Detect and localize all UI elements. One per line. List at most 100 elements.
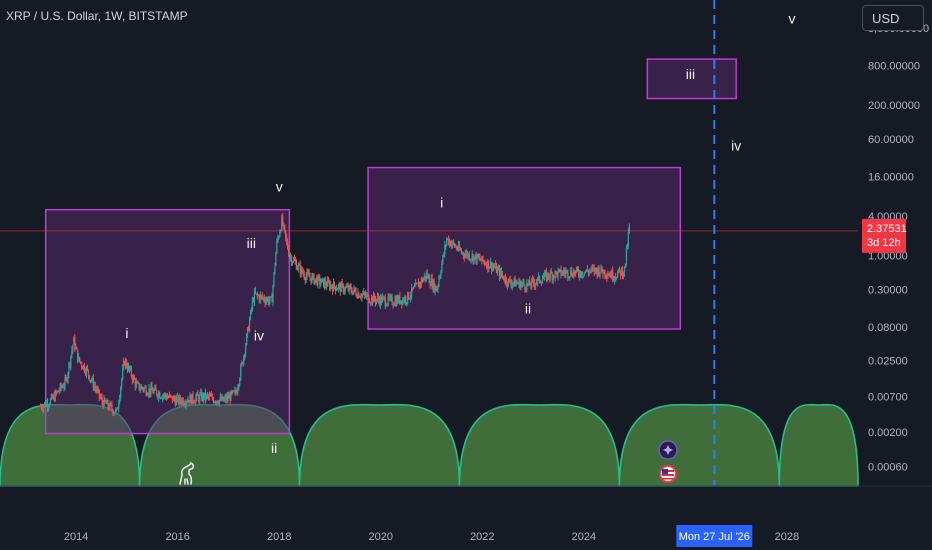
candle-body [448,238,450,245]
candle-body [446,238,448,246]
wave-box [646,58,737,100]
candle-body [202,393,204,401]
candle-body [279,232,281,237]
candle-body [118,402,120,409]
candle-body [83,365,86,372]
candle-body [92,378,94,389]
candle-body [379,296,381,305]
cycle-arc [618,403,781,487]
candle-body [106,400,108,404]
price-tick-label: 800.00000 [868,60,920,72]
candle-body [556,272,558,277]
candle-body [414,283,417,287]
candle-body [131,376,133,381]
us-flag-icon[interactable] [659,465,677,483]
candle-body [325,280,327,286]
candle-body [583,272,586,276]
candle-body [398,295,400,303]
candle-body [506,283,508,286]
candle-body [244,354,246,357]
candle-body [163,395,165,397]
candle-body [450,241,452,247]
candle-body [453,243,456,247]
candle-body [553,275,555,278]
candle-body [329,284,332,289]
candle-body [439,275,441,279]
candle-body [207,395,210,398]
candle-body [337,285,339,289]
time-tick-label: 2020 [369,531,393,543]
candle-body [195,397,197,403]
candle-body [169,394,172,396]
candle-body [404,297,406,302]
candle-body [132,376,134,381]
candle-body [422,278,424,282]
candle-body [40,406,42,408]
candle-body [80,361,82,363]
candle-body [177,396,179,404]
candle-body [410,295,412,299]
candle-body [46,402,49,408]
candle-body [475,254,477,263]
candle-body [264,300,266,304]
candle-body [464,254,466,258]
candle-body [582,275,585,277]
candle-body [42,405,45,410]
candle-body [494,264,497,268]
candle-body [477,254,479,258]
candle-body [141,386,143,389]
time-tick-label: 2018 [267,531,291,543]
candle-body [185,402,187,405]
candle-body [467,254,469,258]
candle-body [299,264,301,274]
candle-body [79,357,81,362]
candle-body [565,271,567,274]
cycle-arc [778,403,859,487]
candle-body [226,396,228,401]
candle-body [73,337,75,346]
candle-body [535,283,537,286]
candle-body [277,238,279,241]
candle-body [574,271,576,274]
candle-body [88,375,91,381]
candle-body [178,396,180,404]
candle-body [170,395,173,397]
candle-body [384,297,386,306]
candle-body [371,297,374,303]
candle-body [345,287,347,289]
candle-body [458,244,461,250]
candle-body [70,355,72,366]
candle-body [528,280,530,285]
price-tick-label: 60.00000 [868,134,914,146]
candle-body [473,256,475,263]
currency-button[interactable]: USD [862,5,924,31]
candle-body [216,400,218,403]
candle-body [443,254,445,256]
wave-label: iv [731,138,741,154]
candle-body [161,397,163,399]
candle-body [542,277,545,280]
candle-body [390,297,392,299]
candle-body [266,298,268,301]
candle-body [150,386,152,394]
candle-body [554,271,556,278]
candle-body [516,282,518,284]
candle-body [77,349,79,361]
candle-body [69,363,71,366]
candle-body [494,266,496,268]
candle-body [105,401,107,404]
candle-body [400,300,402,304]
candle-body [197,393,199,396]
candle-body [339,284,341,292]
candle-body [610,274,612,278]
event-icon[interactable] [658,440,678,460]
candle-body [316,277,318,286]
candle-body [413,286,416,288]
candle-body [452,241,454,245]
candle-body [309,276,311,278]
candle-body [189,395,191,403]
candle-body [204,392,206,400]
candle-body [97,389,99,391]
candle-body [167,397,170,399]
